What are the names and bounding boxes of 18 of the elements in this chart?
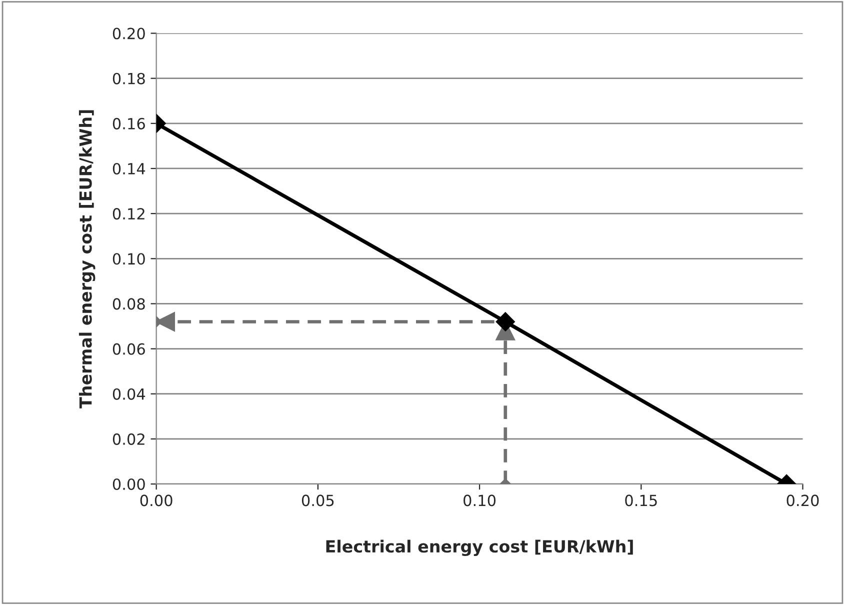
x-axis-title: Electrical energy cost [EUR/kWh] xyxy=(326,540,633,556)
y-tick-label: 0.12 xyxy=(112,208,144,220)
x-tick-label: 0.10 xyxy=(464,494,496,506)
y-tick-label: 0.20 xyxy=(112,28,145,40)
y-tick-label: 0.16 xyxy=(112,118,145,130)
x-tick-label: 0.05 xyxy=(302,494,334,506)
y-tick-label: 0.10 xyxy=(112,253,145,265)
y-tick-label: 0.18 xyxy=(112,72,145,84)
y-tick-label: 0.04 xyxy=(112,388,146,400)
y-tick-label: 0.06 xyxy=(112,343,145,355)
y-axis-title: Thermal energy cost [EUR/kWh] xyxy=(78,110,96,408)
y-tick-label: 0.02 xyxy=(112,433,144,445)
y-tick-label: 0.14 xyxy=(112,162,146,175)
x-tick-label: 0.15 xyxy=(625,494,657,506)
y-tick-label: 0.00 xyxy=(112,478,145,490)
y-tick-label: 0.08 xyxy=(112,298,145,310)
x-tick-label: 0.00 xyxy=(140,494,172,506)
x-tick-label: 0.20 xyxy=(786,494,819,506)
